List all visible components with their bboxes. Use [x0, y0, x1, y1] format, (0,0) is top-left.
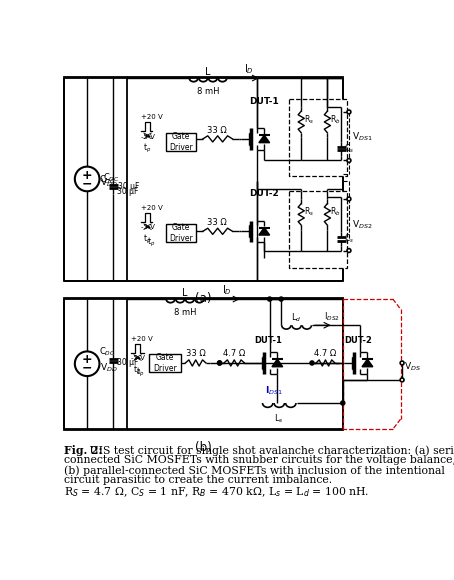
Text: +: +: [82, 353, 93, 367]
Text: -5 V: -5 V: [131, 354, 145, 361]
Text: 33 Ω: 33 Ω: [207, 126, 227, 135]
Text: DUT-1: DUT-1: [254, 336, 282, 345]
Text: DUT-1: DUT-1: [249, 96, 279, 106]
Text: Gate
Driver: Gate Driver: [169, 132, 193, 152]
Text: t$_p$: t$_p$: [143, 233, 152, 246]
Text: R$_b$: R$_b$: [331, 206, 341, 218]
Text: (b): (b): [195, 441, 212, 454]
Circle shape: [347, 158, 351, 162]
Bar: [166, 224, 197, 242]
Text: +: +: [82, 169, 93, 182]
Text: (a): (a): [195, 292, 212, 305]
Text: (b) parallel-connected SiC MOSFETs with inclusion of the intentional: (b) parallel-connected SiC MOSFETs with …: [64, 465, 445, 476]
Text: I$_D$: I$_D$: [222, 283, 232, 297]
Text: L$_s$: L$_s$: [274, 412, 284, 425]
Text: +20 V: +20 V: [131, 336, 153, 342]
Text: DUT-2: DUT-2: [344, 336, 372, 345]
Text: -5 V: -5 V: [141, 133, 155, 140]
Text: −: −: [82, 177, 93, 190]
Text: R$_S$ = 4.7 Ω, C$_S$ = 1 nF, R$_B$ = 470 kΩ, L$_s$ = L$_d$ = 100 nH.: R$_S$ = 4.7 Ω, C$_S$ = 1 nF, R$_B$ = 470…: [64, 485, 370, 499]
Text: 33 Ω: 33 Ω: [207, 219, 227, 227]
Text: C$_s$: C$_s$: [344, 143, 355, 155]
Text: I$_{DS2}$: I$_{DS2}$: [324, 310, 340, 323]
Text: R$_s$: R$_s$: [304, 206, 314, 218]
Bar: [289, 191, 347, 269]
Text: L$_d$: L$_d$: [291, 311, 302, 324]
Bar: [64, 77, 343, 281]
Text: L: L: [205, 67, 211, 77]
Text: V$_{DS}$: V$_{DS}$: [405, 361, 421, 373]
Text: Fig. 2:: Fig. 2:: [64, 445, 103, 456]
Circle shape: [268, 297, 271, 301]
Text: t$_p$: t$_p$: [147, 236, 155, 249]
Bar: [64, 298, 343, 430]
Bar: [289, 99, 347, 176]
Circle shape: [400, 361, 404, 365]
Text: R$_b$: R$_b$: [331, 114, 341, 126]
Text: -5 V: -5 V: [141, 224, 155, 230]
Circle shape: [341, 401, 345, 405]
Text: 4.7 Ω: 4.7 Ω: [223, 349, 245, 358]
Circle shape: [400, 378, 404, 382]
Text: C$_{DC}$: C$_{DC}$: [103, 171, 119, 184]
Text: C$_s$: C$_s$: [344, 233, 355, 245]
Text: t$_p$: t$_p$: [136, 366, 144, 379]
Polygon shape: [259, 227, 270, 235]
Circle shape: [217, 361, 222, 365]
Text: Gate
Driver: Gate Driver: [169, 223, 193, 243]
Text: L: L: [182, 288, 188, 298]
Circle shape: [279, 297, 283, 301]
Text: t$_p$: t$_p$: [133, 364, 142, 377]
Text: t$_p$: t$_p$: [143, 142, 152, 155]
Text: V$_{DS2}$: V$_{DS2}$: [352, 219, 373, 231]
Text: DUT-2: DUT-2: [249, 189, 279, 198]
Text: 30 μF: 30 μF: [117, 187, 138, 196]
Text: V$_{DS1}$: V$_{DS1}$: [352, 130, 373, 143]
Text: 8 mH: 8 mH: [197, 86, 219, 96]
Text: +20 V: +20 V: [141, 205, 163, 211]
Circle shape: [75, 351, 99, 376]
Polygon shape: [272, 359, 283, 367]
Bar: [149, 354, 181, 372]
Text: C$_{DC}$: C$_{DC}$: [99, 346, 116, 358]
Text: Gate
Driver: Gate Driver: [153, 353, 177, 373]
Text: +20 V: +20 V: [141, 114, 163, 121]
Bar: [166, 133, 197, 151]
Circle shape: [347, 197, 351, 201]
Text: R$_s$: R$_s$: [304, 114, 314, 126]
Text: connected SiC MOSFETs with snubber circuits for the voltage balance, and: connected SiC MOSFETs with snubber circu…: [64, 455, 454, 465]
Text: UIS test circuit for single shot avalanche characterization: (a) series: UIS test circuit for single shot avalanc…: [86, 445, 454, 456]
Circle shape: [310, 361, 314, 365]
Text: 4.7 Ω: 4.7 Ω: [314, 349, 336, 358]
Text: 30 μF: 30 μF: [117, 358, 138, 367]
Circle shape: [347, 110, 351, 114]
Text: V$_{DD}$: V$_{DD}$: [100, 361, 118, 374]
Text: C$_{DC}$: C$_{DC}$: [99, 173, 116, 186]
Text: V$_{DD}$: V$_{DD}$: [100, 176, 118, 189]
Circle shape: [347, 249, 351, 252]
Text: −: −: [82, 362, 93, 375]
Polygon shape: [259, 135, 270, 143]
Circle shape: [217, 361, 222, 365]
Polygon shape: [362, 359, 373, 367]
Text: I$_D$: I$_D$: [244, 62, 254, 76]
Text: I$_{DS1}$: I$_{DS1}$: [265, 385, 282, 397]
Text: 30 μF: 30 μF: [118, 182, 139, 191]
Text: 8 mH: 8 mH: [174, 307, 196, 317]
Text: circuit parasitic to create the current imbalance.: circuit parasitic to create the current …: [64, 476, 332, 485]
Text: 33 Ω: 33 Ω: [186, 349, 206, 358]
Circle shape: [75, 166, 99, 191]
